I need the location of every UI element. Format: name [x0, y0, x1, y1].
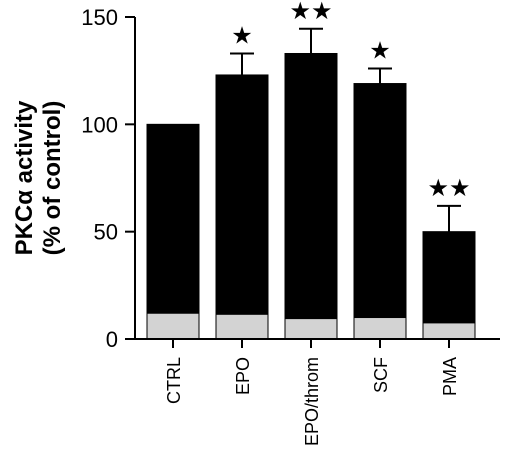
significance-star: ★★	[427, 174, 470, 202]
bar-baseline-epo	[215, 313, 269, 340]
y-axis-title-line-2: (% of control)	[39, 101, 66, 256]
x-category-label: EPO/throm	[302, 357, 322, 446]
bar-epo-throm	[284, 52, 338, 340]
bars	[146, 52, 476, 340]
y-tick-label: 150	[81, 5, 118, 30]
x-axis-ticks: CTRL EPO EPO/throm SCF PMA	[164, 339, 460, 446]
y-tick-label: 0	[106, 327, 118, 352]
y-axis-title-line-1: PKCα activity	[11, 100, 38, 255]
bar-ctrl	[146, 123, 200, 340]
y-axis-title: PKCα activity (% of control)	[11, 100, 66, 255]
significance-star: ★	[369, 37, 391, 65]
x-category-label: EPO	[233, 357, 253, 395]
error-bars	[230, 27, 461, 232]
bar-epo	[215, 74, 269, 340]
bar-baseline-ctrl	[146, 312, 200, 340]
bar-baseline-epo-throm	[284, 318, 338, 340]
bar-pma	[422, 231, 476, 340]
significance-markers: ★★★★★★	[231, 0, 470, 202]
significance-star: ★	[231, 21, 253, 49]
bar-baseline-pma	[422, 322, 476, 340]
x-category-label: CTRL	[164, 357, 184, 404]
significance-star: ★★	[289, 0, 332, 25]
y-tick-label: 50	[94, 220, 118, 245]
x-category-label: SCF	[371, 357, 391, 393]
bar-baseline-scf	[353, 317, 407, 340]
bar-scf	[353, 83, 407, 340]
y-axis-ticks: 0 50 100 150	[81, 5, 135, 352]
x-category-label: PMA	[440, 357, 460, 396]
y-tick-label: 100	[81, 112, 118, 137]
